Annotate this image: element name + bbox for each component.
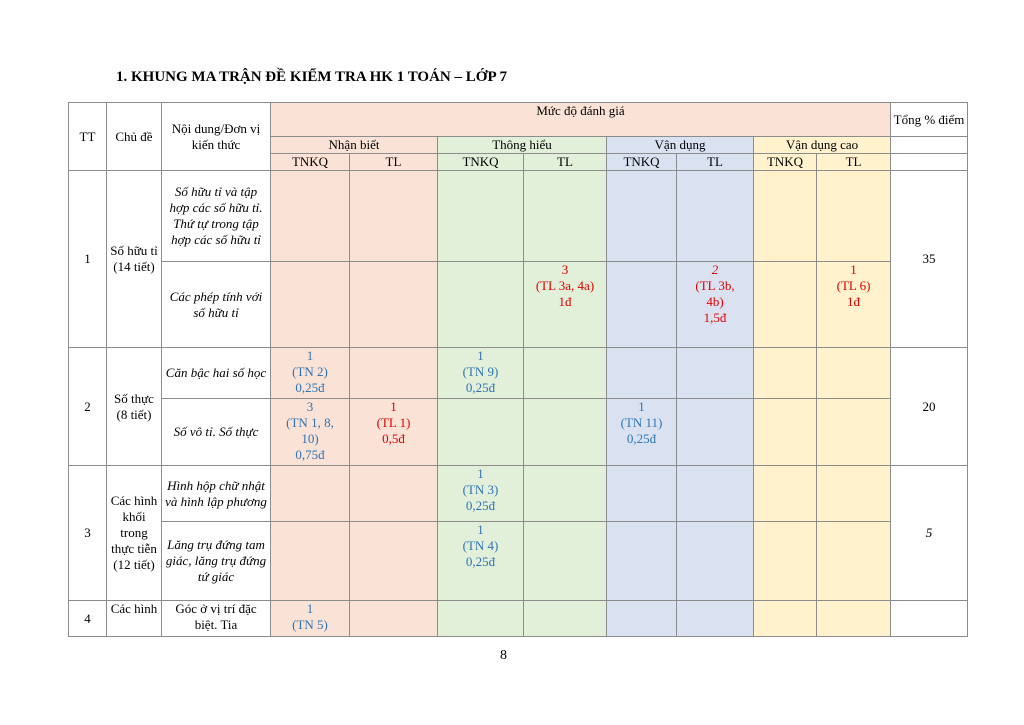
- row-1b-van-dung-cao-tl: 1 (TL 6) 1đ: [815, 261, 892, 348]
- row-1b-content: Các phép tính với số hữu tỉ: [161, 261, 271, 348]
- subheader-tnkq: TNKQ: [270, 153, 350, 171]
- row-3b-thong-hieu-tnkq: 1 (TN 4) 0,25đ: [437, 521, 524, 601]
- cell-empty: [676, 465, 754, 522]
- cell-empty: [349, 465, 438, 522]
- cell-empty: [753, 347, 817, 399]
- cell-empty: [270, 521, 350, 601]
- cell-empty: [437, 398, 524, 466]
- row-1a-content: Số hữu tỉ và tập hợp các số hữu tỉ. Thứ …: [161, 170, 271, 262]
- cell-empty: [270, 170, 350, 262]
- row-2-tt: 2: [68, 347, 107, 466]
- cell-empty: [815, 398, 892, 466]
- row-1-chu-de: Số hữu tỉ (14 tiết): [106, 170, 162, 348]
- cell-empty: [676, 600, 754, 637]
- subheader-tl: TL: [349, 153, 438, 171]
- cell-empty: [523, 521, 607, 601]
- level-nhan-biet: Nhận biết: [270, 136, 438, 154]
- cell-empty: [815, 347, 892, 399]
- cell-empty: [523, 465, 607, 522]
- cell-empty: [890, 600, 969, 637]
- row-1-tong: 35: [890, 170, 969, 348]
- level-thong-hieu: Thông hiểu: [437, 136, 607, 154]
- row-2b-nhan-biet-tnkq: 3 (TN 1, 8, 10) 0,75đ: [270, 398, 350, 466]
- cell-empty: [523, 600, 607, 637]
- cell-empty: [606, 521, 677, 601]
- row-3a-content: Hình hộp chữ nhật và hình lập phương: [161, 465, 271, 522]
- row-2b-content: Số vô tỉ. Số thực: [161, 398, 271, 466]
- header-noi-dung: Nội dung/Đơn vị kiến thức: [161, 102, 271, 171]
- cell-empty: [753, 521, 817, 601]
- cell-empty: [437, 261, 524, 348]
- cell-empty: [606, 465, 677, 522]
- row-1b-thong-hieu-tl: 3 (TL 3a, 4a) 1đ: [523, 261, 607, 348]
- cell-empty: [606, 261, 677, 348]
- row-3a-thong-hieu-tnkq: 1 (TN 3) 0,25đ: [437, 465, 524, 522]
- cell-empty: [676, 521, 754, 601]
- row-2b-nhan-biet-tl: 1 (TL 1) 0,5đ: [349, 398, 438, 466]
- row-2-tong: 20: [890, 347, 969, 466]
- subheader-tl: TL: [523, 153, 607, 171]
- cell-empty: [815, 521, 892, 601]
- header-empty: [890, 153, 969, 171]
- cell-empty: [270, 465, 350, 522]
- header-empty: [890, 136, 969, 154]
- cell-empty: [349, 600, 438, 637]
- row-2-chu-de: Số thực (8 tiết): [106, 347, 162, 466]
- header-tong: Tổng % điểm: [890, 102, 969, 137]
- assessment-matrix-table: TT Chủ đề Nội dung/Đơn vị kiến thức Mức …: [68, 102, 969, 637]
- subheader-tnkq: TNKQ: [606, 153, 677, 171]
- header-tt: TT: [68, 102, 107, 171]
- cell-empty: [349, 521, 438, 601]
- cell-empty: [676, 347, 754, 399]
- row-3-chu-de: Các hình khối trong thực tiễn (12 tiết): [106, 465, 162, 601]
- subheader-tl: TL: [676, 153, 754, 171]
- cell-empty: [606, 170, 677, 262]
- cell-empty: [815, 170, 892, 262]
- cell-empty: [606, 600, 677, 637]
- row-3b-content: Lăng trụ đứng tam giác, lăng trụ đứng tứ…: [161, 521, 271, 601]
- cell-empty: [753, 170, 817, 262]
- cell-empty: [676, 170, 754, 262]
- row-2a-nhan-biet-tnkq: 1 (TN 2) 0,25đ: [270, 347, 350, 399]
- subheader-tnkq: TNKQ: [437, 153, 524, 171]
- row-4-chu-de: Các hình: [106, 600, 162, 637]
- level-van-dung: Vận dụng: [606, 136, 754, 154]
- page-number: 8: [500, 648, 507, 663]
- cell-empty: [349, 261, 438, 348]
- cell-empty: [606, 347, 677, 399]
- row-4-content: Góc ở vị trí đặc biệt. Tia: [161, 600, 271, 637]
- level-van-dung-cao: Vận dụng cao: [752, 136, 892, 154]
- cell-empty: [523, 398, 607, 466]
- section-heading: 1. KHUNG MA TRẬN ĐỀ KIỂM TRA HK 1 TOÁN –…: [116, 69, 508, 85]
- row-3-tt: 3: [68, 465, 107, 601]
- subheader-tl: TL: [815, 153, 892, 171]
- row-1b-van-dung-tl: 2 (TL 3b, 4b) 1,5đ: [676, 261, 754, 348]
- header-chu-de: Chủ đề: [106, 102, 162, 171]
- cell-empty: [753, 398, 817, 466]
- row-2a-thong-hieu-tnkq: 1 (TN 9) 0,25đ: [437, 347, 524, 399]
- cell-empty: [753, 261, 817, 348]
- row-2b-van-dung-tnkq: 1 (TN 11) 0,25đ: [606, 398, 677, 466]
- cell-empty: [437, 170, 524, 262]
- row-4-nhan-biet-tnkq: 1 (TN 5): [270, 600, 350, 637]
- row-2a-content: Căn bậc hai số học: [161, 347, 271, 399]
- cell-empty: [349, 347, 438, 399]
- cell-empty: [676, 398, 754, 466]
- cell-empty: [523, 347, 607, 399]
- cell-empty: [753, 465, 817, 522]
- cell-empty: [815, 465, 892, 522]
- row-1-tt: 1: [68, 170, 107, 348]
- cell-empty: [815, 600, 892, 637]
- cell-empty: [523, 170, 607, 262]
- cell-empty: [437, 600, 524, 637]
- row-3-tong: 5: [890, 465, 969, 601]
- header-muc-do: Mức độ đánh giá: [269, 102, 892, 137]
- subheader-tnkq: TNKQ: [753, 153, 817, 171]
- cell-empty: [349, 170, 438, 262]
- cell-empty: [270, 261, 350, 348]
- cell-empty: [753, 600, 817, 637]
- row-4-tt: 4: [68, 600, 107, 637]
